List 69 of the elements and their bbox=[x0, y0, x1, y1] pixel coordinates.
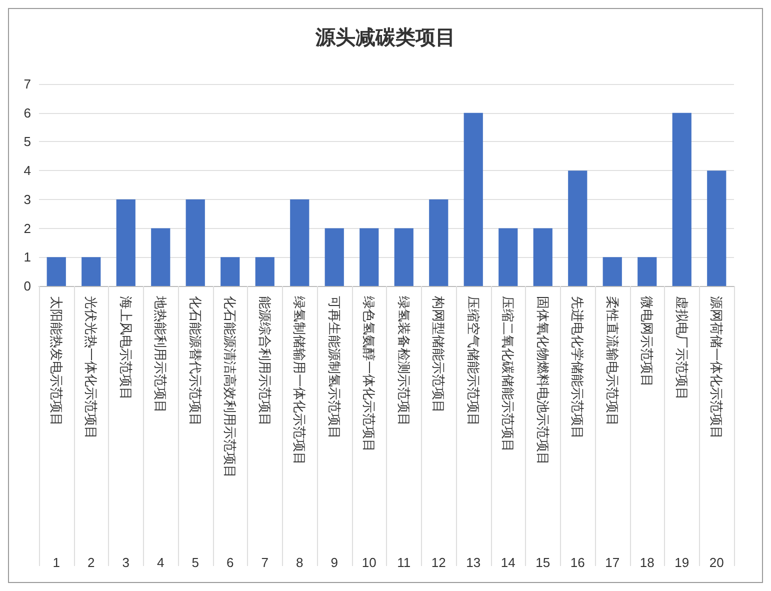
text: 14 bbox=[500, 555, 516, 570]
bar bbox=[533, 228, 552, 286]
text: 9 bbox=[330, 555, 338, 570]
bar bbox=[255, 257, 274, 286]
text: 11 bbox=[397, 555, 411, 570]
x-tick-label: 海上风电示范项目 bbox=[118, 296, 134, 400]
bar bbox=[290, 199, 310, 286]
text: 12 bbox=[431, 555, 446, 570]
bar bbox=[638, 257, 657, 286]
y-tick-label: 2 bbox=[24, 220, 31, 236]
text: 17 bbox=[605, 555, 620, 570]
y-tick-label: 5 bbox=[24, 134, 31, 150]
x-tick-label: 构网型储能示范项目 bbox=[431, 295, 446, 413]
text: 8 bbox=[296, 555, 304, 570]
x-tick-label: 微电网示范项目 bbox=[640, 296, 655, 387]
bar bbox=[82, 257, 101, 286]
y-tick-label: 0 bbox=[24, 278, 31, 294]
x-tick-label: 绿氢制储输用一体化示范项目 bbox=[292, 296, 308, 465]
text: 16 bbox=[570, 555, 585, 570]
bar bbox=[429, 199, 448, 286]
text: 5 bbox=[192, 555, 199, 570]
x-tick-label: 可再生能源制氢示范项目 bbox=[326, 296, 342, 439]
x-tick-label: 柔性直流输电示范项目 bbox=[604, 296, 620, 426]
bar bbox=[220, 257, 240, 286]
x-tick-label: 太阳能热发电示范项目 bbox=[48, 296, 64, 426]
bar bbox=[498, 228, 518, 286]
bar bbox=[602, 257, 622, 286]
text: 3 bbox=[122, 555, 130, 570]
text: 20 bbox=[709, 555, 724, 570]
y-tick-label: 1 bbox=[24, 250, 31, 265]
chart-title: 源头减碳类项目 bbox=[314, 27, 456, 49]
bar bbox=[360, 228, 379, 286]
y-tick-label: 7 bbox=[24, 76, 31, 92]
text: 10 bbox=[362, 555, 376, 570]
y-tick-label: 4 bbox=[24, 163, 31, 178]
x-tick-label: 能源综合利用示范项目 bbox=[257, 296, 272, 426]
text: 15 bbox=[536, 555, 550, 570]
bar bbox=[672, 112, 692, 286]
x-tick-label: 绿氢装备检测示范项目 bbox=[396, 296, 412, 426]
text: 1 bbox=[52, 555, 60, 570]
text: 6 bbox=[226, 555, 234, 570]
x-tick-label: 先进电化学储能示范项目 bbox=[570, 296, 586, 439]
bar bbox=[394, 228, 414, 286]
x-tick-label: 压缩空气储能示范项目 bbox=[466, 296, 481, 426]
bar bbox=[46, 257, 66, 286]
text: 4 bbox=[157, 555, 164, 570]
x-tick-label: 虚拟电厂示范项目 bbox=[674, 296, 690, 400]
bar bbox=[707, 170, 726, 286]
text: 13 bbox=[466, 555, 481, 570]
x-tick-label: 化石能源清洁高效利用示范项目 bbox=[222, 296, 238, 478]
y-tick-label: 3 bbox=[24, 192, 31, 207]
x-tick-label: 固体氧化物燃料电池示范项目 bbox=[535, 296, 550, 465]
x-tick-label: 地热能利用示范项目 bbox=[153, 295, 168, 413]
bar bbox=[324, 228, 344, 286]
text: 19 bbox=[674, 555, 690, 570]
x-tick-label: 光伏光热一体化示范项目 bbox=[84, 296, 99, 439]
bar bbox=[464, 112, 483, 286]
text: 18 bbox=[640, 555, 654, 570]
bar bbox=[116, 199, 136, 286]
x-tick-label: 化石能源替代示范项目 bbox=[188, 296, 203, 426]
x-tick-label: 绿色氢氨醇一体化示范项目 bbox=[362, 296, 377, 452]
y-tick-label: 6 bbox=[24, 105, 31, 120]
x-tick-label: 源网荷储一体化示范项目 bbox=[709, 296, 724, 439]
bar bbox=[186, 199, 205, 286]
text: 2 bbox=[88, 555, 95, 570]
x-tick-label: 压缩二氧化碳储能示范项目 bbox=[500, 296, 516, 452]
bar bbox=[568, 170, 588, 286]
bar bbox=[151, 228, 170, 286]
text: 7 bbox=[261, 555, 268, 570]
